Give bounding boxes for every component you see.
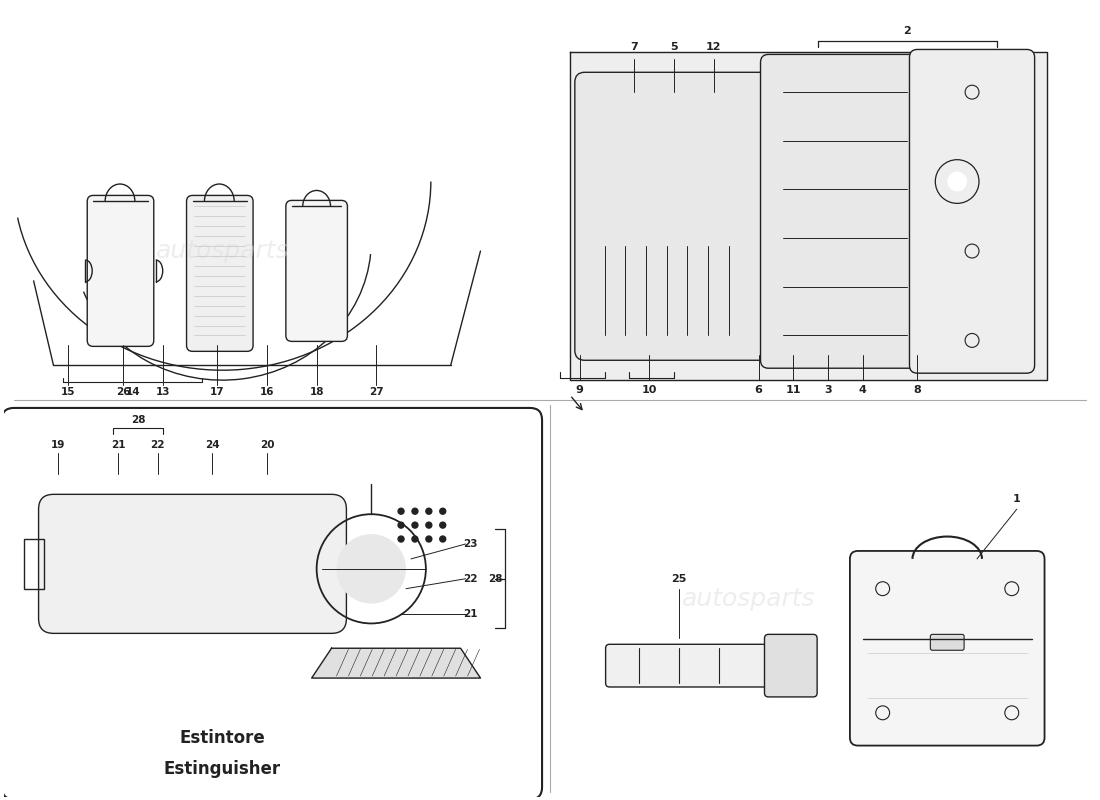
Text: Estinguisher: Estinguisher <box>164 761 280 778</box>
Text: 16: 16 <box>260 387 274 397</box>
Circle shape <box>412 536 418 542</box>
Text: 8: 8 <box>914 385 922 395</box>
Circle shape <box>337 534 406 603</box>
FancyBboxPatch shape <box>87 195 154 346</box>
Text: 3: 3 <box>824 385 832 395</box>
Circle shape <box>426 536 432 542</box>
Text: 22: 22 <box>463 574 477 584</box>
FancyBboxPatch shape <box>39 494 347 634</box>
Circle shape <box>440 536 446 542</box>
FancyBboxPatch shape <box>850 551 1045 746</box>
Text: 6: 6 <box>755 385 762 395</box>
Text: 20: 20 <box>260 440 274 450</box>
Text: 9: 9 <box>576 385 584 395</box>
Text: 10: 10 <box>641 385 657 395</box>
FancyBboxPatch shape <box>910 50 1035 373</box>
Text: autosparts: autosparts <box>682 586 815 610</box>
Text: 2: 2 <box>903 26 912 35</box>
FancyBboxPatch shape <box>2 408 542 799</box>
Text: 24: 24 <box>205 440 220 450</box>
Text: 21: 21 <box>463 609 477 618</box>
Text: 14: 14 <box>125 387 140 397</box>
Circle shape <box>440 508 446 514</box>
Text: 17: 17 <box>210 387 224 397</box>
Circle shape <box>947 171 967 191</box>
Circle shape <box>398 522 404 528</box>
Text: 12: 12 <box>706 42 722 53</box>
Circle shape <box>398 508 404 514</box>
Text: 23: 23 <box>463 539 477 549</box>
Text: 27: 27 <box>368 387 384 397</box>
Circle shape <box>426 522 432 528</box>
FancyBboxPatch shape <box>760 54 925 368</box>
Text: 28: 28 <box>488 574 503 584</box>
Text: 11: 11 <box>785 385 801 395</box>
FancyBboxPatch shape <box>931 634 964 650</box>
Text: 15: 15 <box>62 387 76 397</box>
Text: 18: 18 <box>309 387 323 397</box>
Polygon shape <box>570 53 1046 380</box>
Text: 22: 22 <box>151 440 165 450</box>
FancyBboxPatch shape <box>187 195 253 351</box>
Text: 1: 1 <box>1013 494 1021 504</box>
FancyBboxPatch shape <box>606 644 772 687</box>
Text: 21: 21 <box>111 440 125 450</box>
Circle shape <box>412 522 418 528</box>
FancyBboxPatch shape <box>575 72 773 360</box>
Text: 28: 28 <box>131 415 145 425</box>
Text: 4: 4 <box>859 385 867 395</box>
Text: autosparts: autosparts <box>155 586 289 610</box>
Circle shape <box>440 522 446 528</box>
Text: autosparts: autosparts <box>155 239 289 263</box>
Text: 7: 7 <box>630 42 638 53</box>
Text: 25: 25 <box>671 574 686 584</box>
Text: autosparts: autosparts <box>682 239 815 263</box>
Text: 13: 13 <box>155 387 170 397</box>
Text: 26: 26 <box>116 387 130 397</box>
FancyBboxPatch shape <box>286 200 348 342</box>
FancyBboxPatch shape <box>764 634 817 697</box>
Text: 19: 19 <box>52 440 66 450</box>
Circle shape <box>412 508 418 514</box>
Text: 5: 5 <box>670 42 678 53</box>
Circle shape <box>398 536 404 542</box>
Text: Estintore: Estintore <box>179 729 265 746</box>
Polygon shape <box>311 648 481 678</box>
Circle shape <box>426 508 432 514</box>
